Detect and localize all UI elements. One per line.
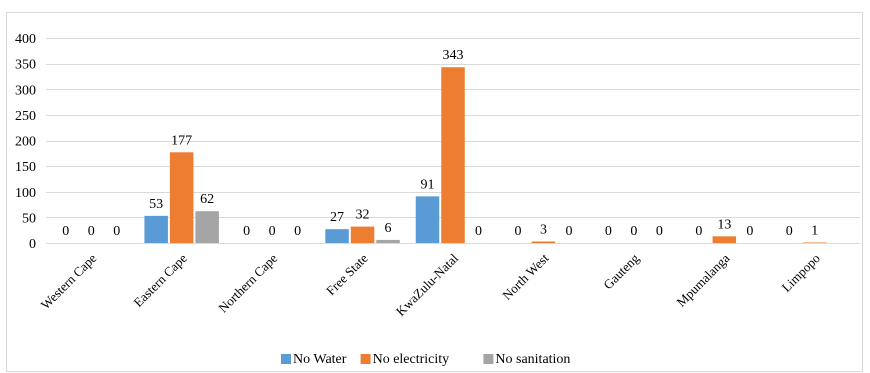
x-tick-label: Eastern Cape (130, 250, 190, 310)
legend-swatch (483, 354, 494, 364)
data-label: 0 (605, 224, 612, 239)
bar (712, 236, 737, 243)
y-tick-label: 200 (15, 135, 36, 150)
data-label: 62 (200, 192, 214, 207)
data-label: 3 (540, 222, 547, 237)
x-tick-label: Gauteng (600, 250, 642, 292)
data-label: 6 (385, 221, 392, 236)
bar (531, 241, 556, 243)
data-label: 1 (811, 223, 818, 238)
x-axis: Western Cape Eastern Cape Northern Cape Fre… (38, 243, 860, 319)
bar (441, 67, 465, 244)
x-tick-label: Western Cape (38, 250, 100, 312)
data-label: 177 (171, 133, 192, 148)
gridlines (46, 38, 860, 218)
y-tick-label: 100 (15, 186, 36, 201)
data-label: 0 (630, 224, 637, 239)
legend-swatch (281, 354, 291, 364)
legend-label: No sanitation (495, 352, 570, 367)
data-label: 0 (475, 224, 482, 239)
bar (195, 211, 219, 243)
data-label: 0 (746, 224, 753, 239)
data-label: 27 (330, 210, 344, 225)
x-tick-label: Mpumalanga (673, 250, 732, 309)
y-tick-label: 250 (15, 109, 36, 124)
legend-label: No electricity (373, 352, 450, 367)
y-tick-label: 400 (15, 32, 36, 47)
y-tick-label: 0 (29, 237, 36, 252)
bars (144, 67, 827, 244)
bar (376, 239, 400, 243)
data-label: 0 (294, 224, 301, 239)
bar (144, 215, 168, 243)
bar (803, 242, 827, 243)
data-label: 32 (356, 208, 370, 223)
data-label: 0 (786, 224, 793, 239)
chart-border (6, 12, 863, 372)
y-axis: 0 50 100 150 200 250 300 350 400 (15, 32, 36, 252)
data-label: 91 (421, 177, 435, 192)
data-label: 0 (113, 224, 120, 239)
data-label: 53 (149, 197, 163, 212)
bar (169, 152, 194, 243)
y-tick-label: 150 (15, 160, 36, 175)
bar (325, 229, 349, 243)
bar (415, 196, 440, 243)
data-label: 0 (565, 224, 572, 239)
x-tick-label: Limpopo (779, 251, 823, 295)
data-label: 0 (695, 224, 702, 239)
data-label: 13 (717, 217, 731, 232)
bar (350, 226, 375, 243)
data-labels: 0 0 0 53 177 62 0 0 0 27 32 6 91 343 0 0 3 0 0 0 0 0 13 0 0 1 (62, 48, 818, 239)
y-tick-label: 50 (22, 211, 36, 226)
y-tick-label: 300 (15, 83, 36, 98)
data-label: 0 (62, 224, 69, 239)
legend: No Water No electricity No sanitation (281, 352, 570, 367)
data-label: 0 (243, 224, 250, 239)
legend-label: No Water (293, 352, 347, 367)
x-tick-label: KwaZulu-Natal (393, 250, 462, 319)
x-tick-label: Free State (323, 250, 371, 298)
legend-swatch (360, 354, 371, 364)
data-label: 0 (656, 224, 663, 239)
data-label: 0 (514, 224, 521, 239)
x-tick-label: Northern Cape (215, 250, 280, 315)
y-tick-label: 350 (15, 58, 36, 73)
data-label: 0 (269, 224, 276, 239)
data-label: 0 (88, 224, 95, 239)
data-label: 343 (443, 48, 464, 63)
x-tick-label: North West (499, 250, 552, 303)
